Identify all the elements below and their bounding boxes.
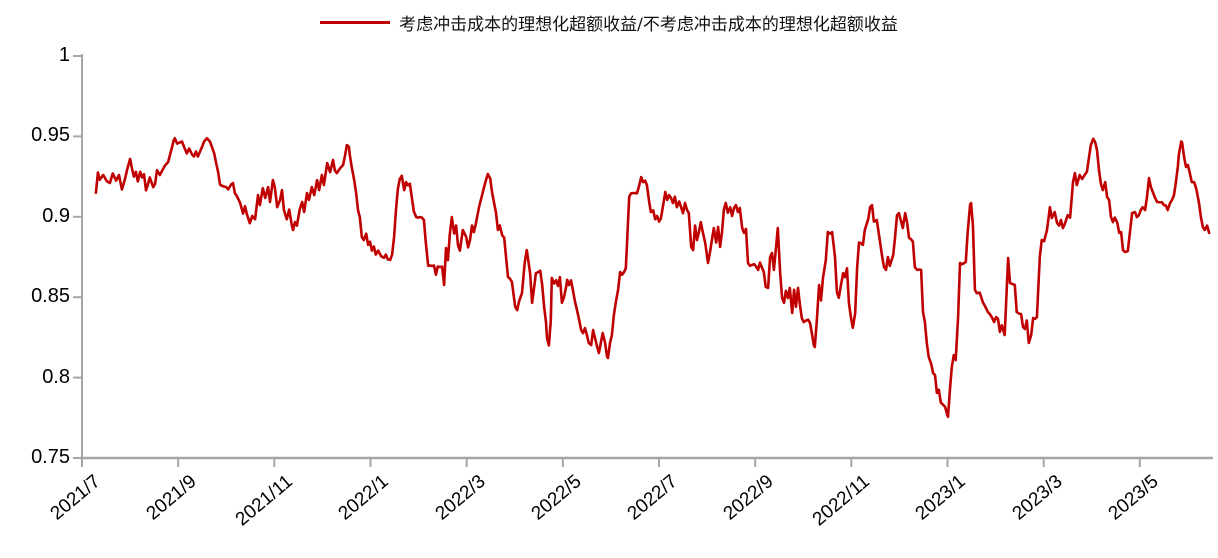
legend-line-marker xyxy=(320,21,391,24)
y-tick-label: 0.75 xyxy=(31,446,70,468)
y-tick-label: 0.85 xyxy=(31,285,70,308)
series-line xyxy=(94,137,1211,419)
y-tick-label: 0.8 xyxy=(42,365,70,388)
legend: 考虑冲击成本的理想化超额收益/不考虑冲击成本的理想化超额收益 xyxy=(0,10,1218,35)
y-tick-label: 0.9 xyxy=(42,204,70,227)
y-tick-label: 1 xyxy=(58,44,70,66)
legend-label: 考虑冲击成本的理想化超额收益/不考虑冲击成本的理想化超额收益 xyxy=(399,15,898,35)
y-tick-label: 0.95 xyxy=(31,124,70,147)
